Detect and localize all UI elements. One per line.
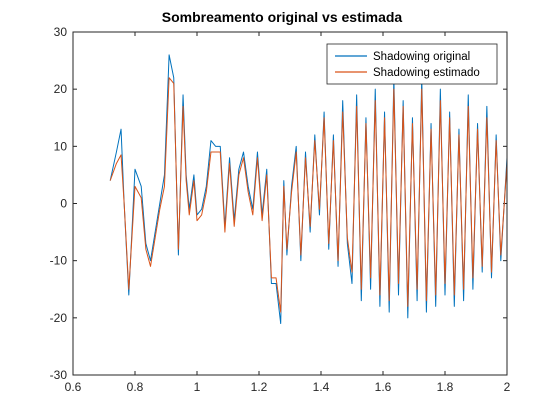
tick-labels: 0.6 0.8 1 1.2 1.4 1.6 1.8 2 30 20 10 0 -10 -20 -30 [50, 25, 511, 394]
x-tick-label: 1.6 [375, 380, 392, 394]
x-tick-label: 0.8 [127, 380, 144, 394]
series-layer [109, 54, 507, 325]
legend: Shadowing original Shadowing estimado [326, 43, 498, 85]
x-tick-label: 0.6 [65, 380, 82, 394]
legend-box [326, 43, 498, 85]
y-tick-label: -20 [50, 311, 68, 325]
chart-title: Sombreamento original vs estimada [162, 9, 403, 25]
x-tick-label: 1.4 [313, 380, 330, 394]
axes-frame [72, 31, 508, 376]
x-tick-label: 2 [504, 380, 511, 394]
legend-entry-shadowing-estimado: Shadowing estimado [373, 67, 480, 79]
y-tick-label: 10 [54, 139, 68, 153]
x-tick-label: 1 [194, 380, 201, 394]
x-tick-label: 1.8 [437, 380, 454, 394]
legend-entry-shadowing-original: Shadowing original [373, 51, 470, 63]
x-tick-label: 1.2 [251, 380, 268, 394]
y-tick-label: 20 [54, 82, 68, 96]
y-tick-label: 30 [54, 25, 68, 39]
y-tick-label: -10 [50, 254, 68, 268]
series-line-shadowing-estimado [109, 77, 507, 313]
y-tick-label: -30 [50, 368, 68, 382]
y-tick-label: 0 [60, 197, 67, 211]
